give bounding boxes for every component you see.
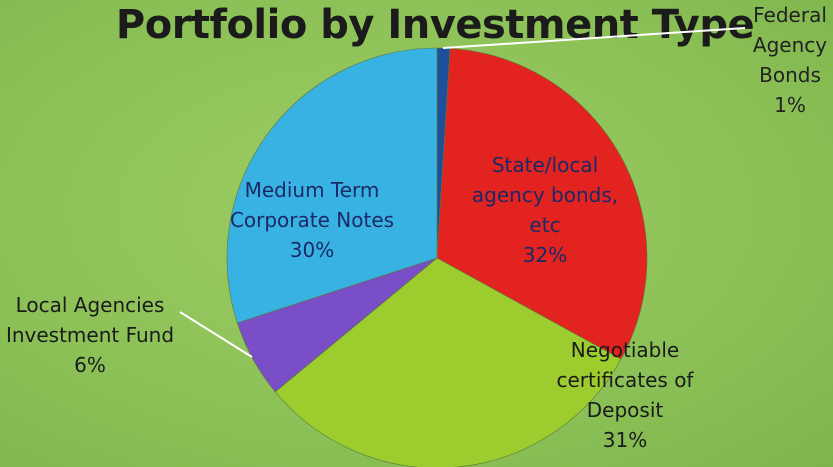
slice-label: Negotiable certificates of Deposit 31% [530, 335, 720, 455]
value-label: 32% [522, 243, 568, 267]
value-label: 1% [774, 93, 806, 117]
pie-slice [274, 257, 622, 467]
category-name: Local Agencies Investment Fund [5, 293, 175, 347]
slice-label: Local Agencies Investment Fund 6% [0, 290, 185, 380]
leader-line [179, 311, 253, 358]
category-name: State/local agency bonds, etc [471, 153, 619, 237]
value-label: 6% [74, 353, 106, 377]
slice-label: State/local agency bonds, etc 32% [460, 150, 630, 270]
slice-label: Federal Agency Bonds 1% [735, 0, 833, 120]
pie-slice [436, 48, 648, 360]
category-name: Federal Agency Bonds [752, 3, 828, 87]
value-label: 30% [289, 238, 335, 262]
chart-title: Portfolio by Investment Type [115, 2, 755, 48]
value-label: 31% [602, 428, 648, 452]
leader-line [442, 27, 746, 49]
pie-slice [226, 47, 438, 324]
category-name: Medium Term Corporate Notes [229, 178, 395, 232]
slice-label: Medium Term Corporate Notes 30% [227, 175, 397, 265]
category-name: Negotiable certificates of Deposit [556, 338, 694, 422]
